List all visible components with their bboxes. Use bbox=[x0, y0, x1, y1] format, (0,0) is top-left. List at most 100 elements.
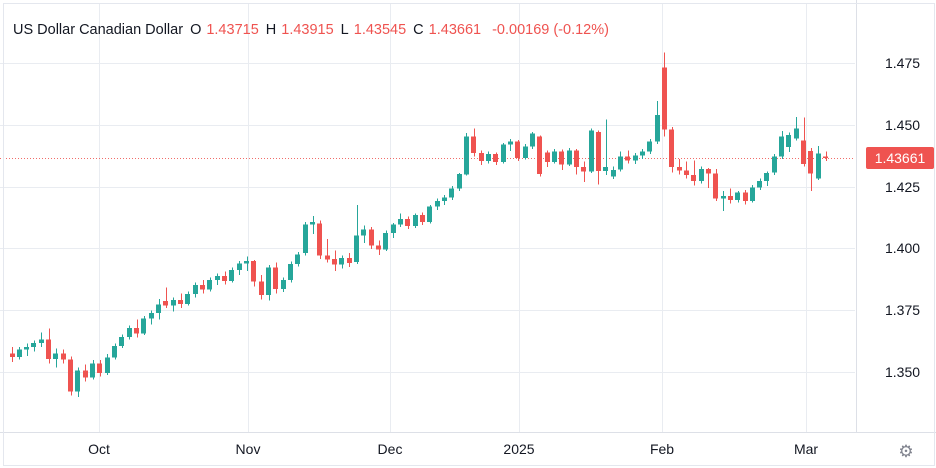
candle bbox=[347, 252, 352, 268]
candle-body bbox=[46, 339, 51, 360]
candle bbox=[786, 132, 791, 152]
candle bbox=[31, 340, 36, 352]
candle-body bbox=[193, 285, 198, 294]
candle-body bbox=[273, 267, 278, 289]
candle bbox=[486, 151, 491, 164]
candle-body bbox=[295, 254, 300, 265]
candle-body bbox=[596, 132, 601, 172]
candle bbox=[515, 140, 520, 161]
candle bbox=[764, 171, 769, 187]
candle bbox=[596, 130, 601, 185]
price-axis[interactable]: 1.43661 1.475 1.450 1.425 1.400 1.375 1.350 bbox=[856, 0, 936, 432]
candlestick-plot-area[interactable] bbox=[0, 0, 855, 432]
candle-body bbox=[486, 154, 491, 161]
candle bbox=[420, 212, 425, 226]
candle-body bbox=[420, 214, 425, 223]
candle-body bbox=[757, 181, 762, 188]
close-label: C bbox=[413, 22, 424, 38]
candle bbox=[677, 158, 682, 175]
candle bbox=[46, 328, 51, 364]
candle bbox=[383, 230, 388, 251]
candle-body bbox=[10, 353, 15, 358]
candle-body bbox=[677, 166, 682, 171]
candle-body bbox=[413, 214, 418, 227]
candle bbox=[457, 172, 462, 191]
candle-body bbox=[68, 359, 73, 392]
candle bbox=[713, 168, 718, 201]
candle bbox=[215, 273, 220, 285]
candle-body bbox=[229, 270, 234, 281]
candle-body bbox=[684, 170, 689, 176]
candle bbox=[449, 186, 454, 200]
candle-body bbox=[823, 156, 828, 158]
candle bbox=[266, 265, 271, 301]
candle bbox=[53, 348, 58, 368]
candle bbox=[442, 195, 447, 205]
candle-body bbox=[24, 347, 29, 350]
candle bbox=[757, 178, 762, 191]
candle-body bbox=[90, 363, 95, 378]
candle bbox=[493, 152, 498, 165]
candle-body bbox=[266, 267, 271, 295]
settings-gear-icon[interactable]: ⚙ bbox=[898, 442, 914, 461]
candle bbox=[24, 343, 29, 356]
candle bbox=[61, 349, 66, 364]
candle-body bbox=[215, 276, 220, 281]
candle bbox=[479, 150, 484, 165]
candle bbox=[68, 356, 73, 396]
candle bbox=[127, 325, 132, 340]
candle-body bbox=[794, 128, 799, 139]
candle bbox=[662, 52, 667, 137]
high-value: 1.43915 bbox=[281, 22, 334, 38]
candle-body bbox=[471, 136, 476, 153]
candle-body bbox=[523, 146, 528, 158]
candle-body bbox=[479, 153, 484, 161]
time-tick-label: 2025 bbox=[503, 441, 535, 457]
time-tick-label: Nov bbox=[235, 441, 261, 457]
candle-body bbox=[567, 150, 572, 165]
candle-body bbox=[251, 261, 256, 282]
candle bbox=[801, 117, 806, 167]
candle bbox=[574, 149, 579, 175]
candle bbox=[97, 360, 102, 377]
candle-body bbox=[699, 168, 704, 182]
candle bbox=[141, 316, 146, 335]
candle bbox=[735, 191, 740, 203]
candle-body bbox=[281, 280, 286, 289]
candle bbox=[640, 149, 645, 159]
candle bbox=[119, 334, 124, 349]
candle-body bbox=[545, 152, 550, 162]
candle bbox=[772, 154, 777, 176]
candle bbox=[171, 297, 176, 312]
candle-body bbox=[655, 114, 660, 142]
candle bbox=[794, 116, 799, 141]
candle-body bbox=[119, 336, 124, 346]
candle bbox=[537, 135, 542, 177]
candle-body bbox=[772, 156, 777, 173]
candle bbox=[530, 132, 535, 149]
candle-body bbox=[369, 229, 374, 246]
candle-body bbox=[339, 257, 344, 265]
candle-body bbox=[530, 133, 535, 147]
candle bbox=[779, 131, 784, 159]
candle-body bbox=[713, 173, 718, 199]
candle-body bbox=[574, 150, 579, 167]
time-axis[interactable]: Oct Nov Dec 2025 Feb Mar bbox=[0, 432, 936, 467]
candle bbox=[17, 347, 22, 360]
candle bbox=[244, 256, 249, 272]
candle-body bbox=[237, 263, 242, 271]
candle bbox=[149, 310, 154, 325]
candle-body bbox=[310, 222, 315, 225]
candle bbox=[134, 319, 139, 338]
candle-body bbox=[17, 349, 22, 358]
candle bbox=[295, 251, 300, 267]
candle-body bbox=[816, 153, 821, 179]
candle-body bbox=[134, 328, 139, 334]
low-label: L bbox=[340, 22, 349, 38]
candle-body bbox=[464, 136, 469, 175]
candle bbox=[684, 161, 689, 179]
candle-body bbox=[735, 192, 740, 200]
candle-body bbox=[808, 151, 813, 174]
candle bbox=[721, 191, 726, 212]
